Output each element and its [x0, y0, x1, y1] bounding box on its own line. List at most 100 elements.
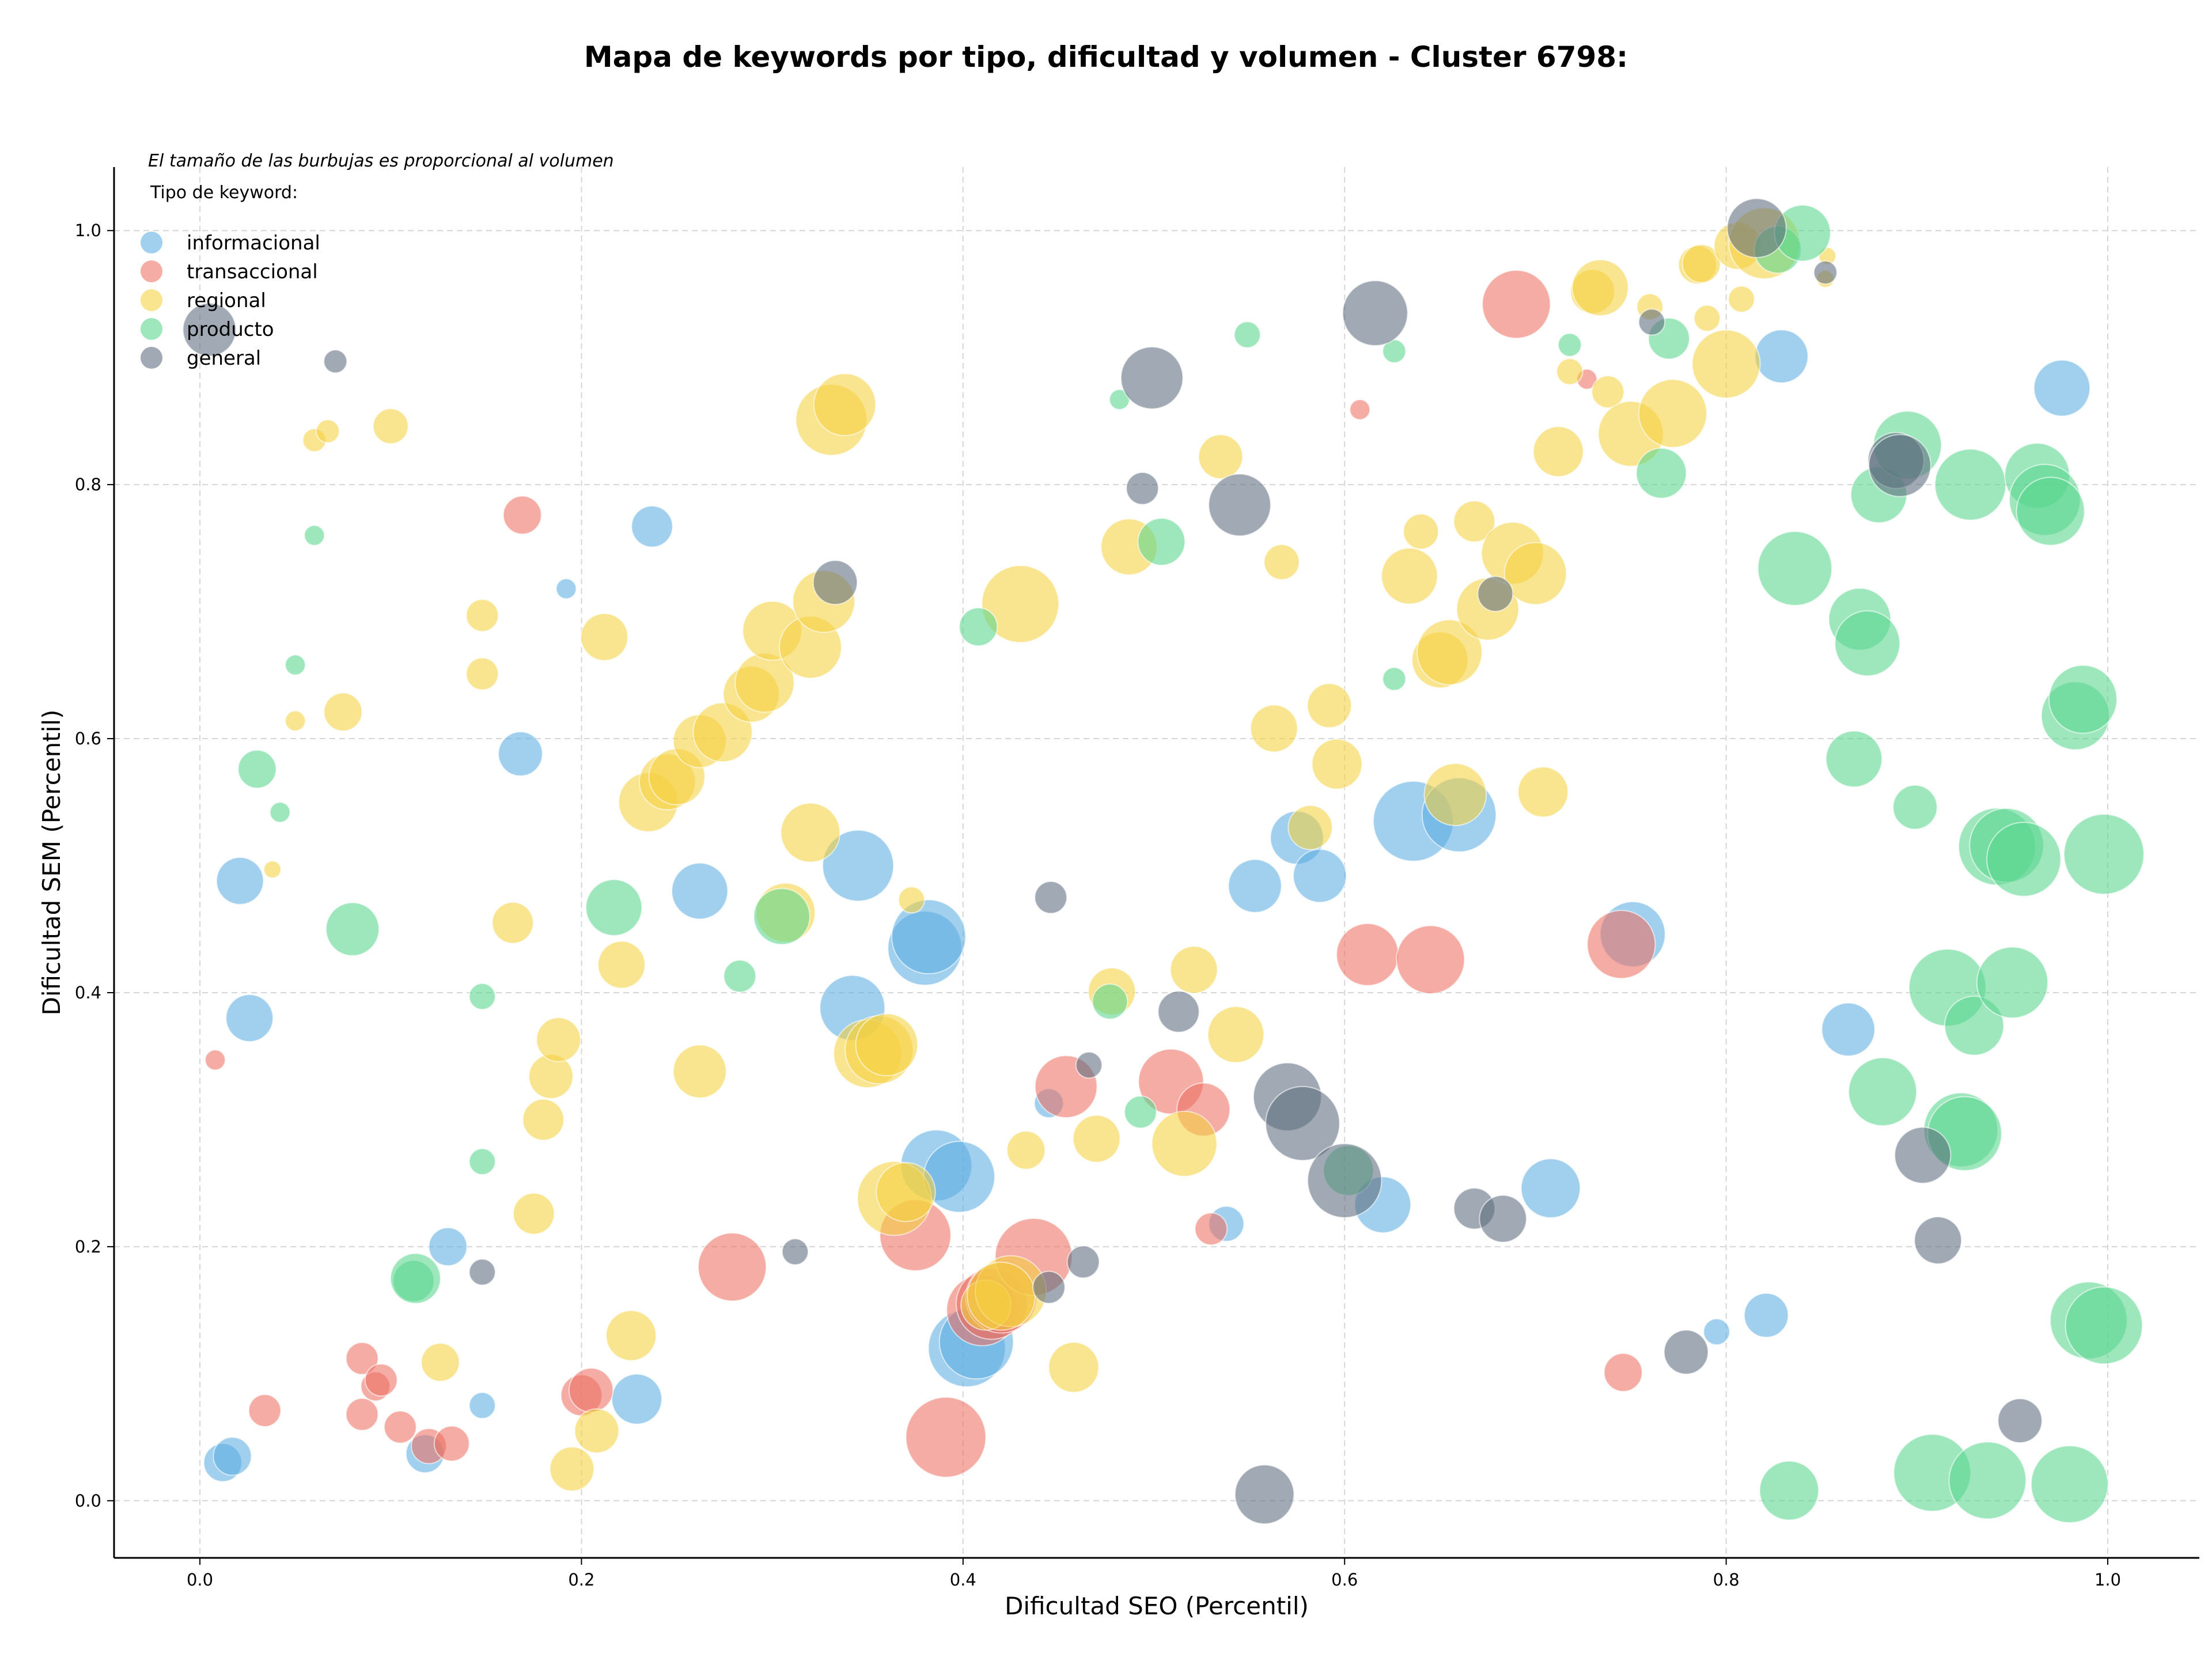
- legend-item-transaccional: transaccional: [141, 260, 318, 283]
- bubble-general: [1663, 1329, 1709, 1375]
- bubble-producto: [2030, 1445, 2109, 1523]
- bubble-informacional: [498, 731, 543, 777]
- legend-marker: [141, 260, 162, 282]
- bubble-producto: [1382, 667, 1407, 691]
- bubble-producto: [269, 801, 291, 823]
- bubble-transaccional: [1603, 1353, 1643, 1393]
- bubble-general: [1120, 346, 1184, 410]
- bubble-regional: [1638, 379, 1707, 448]
- series-general: [182, 198, 2043, 1524]
- legend-label: producto: [187, 318, 274, 341]
- axes: [113, 167, 2199, 1559]
- series-regional: [263, 207, 1836, 1492]
- bubble-regional: [1423, 763, 1487, 826]
- bubble-producto: [2016, 476, 2085, 546]
- ticks: 0.0 0.2 0.4 0.6 0.8 1.0 0.0 0.2 0.4 0.6 0.8 1.0: [75, 221, 2121, 1590]
- bubble-transaccional: [698, 1232, 767, 1302]
- bubble-producto: [1976, 946, 2049, 1019]
- bubble-regional: [1151, 1110, 1218, 1177]
- bubble-general: [1342, 280, 1408, 346]
- bubble-regional: [1306, 683, 1352, 728]
- legend-label: regional: [187, 289, 266, 312]
- series-producto: [237, 205, 2145, 1523]
- x-tick-label: 1.0: [2094, 1570, 2121, 1590]
- bubble-producto: [237, 749, 277, 789]
- bubble-regional: [1381, 547, 1438, 605]
- legend-marker: [141, 232, 162, 253]
- y-tick-label: 0.2: [75, 1237, 101, 1257]
- bubble-producto: [1757, 531, 1833, 606]
- bubble-regional: [1198, 434, 1244, 479]
- bubble-general: [1997, 1398, 2043, 1444]
- bubble-regional: [1693, 304, 1721, 332]
- bubble-general: [182, 302, 237, 357]
- y-tick-label: 0.4: [75, 983, 101, 1002]
- bubble-regional: [967, 1261, 1036, 1331]
- bubble-regional: [1169, 945, 1218, 994]
- bubble-general: [323, 349, 348, 374]
- bubble-regional: [672, 1044, 727, 1099]
- bubble-producto: [1124, 1095, 1157, 1129]
- bubble-informacional: [213, 1436, 252, 1476]
- bubble-producto: [753, 888, 810, 945]
- x-tick-label: 0.6: [1331, 1570, 1358, 1590]
- bubble-producto: [1848, 1057, 1918, 1126]
- bubble-producto: [1635, 447, 1687, 499]
- bubble-regional: [421, 1342, 460, 1382]
- bubble-informacional: [891, 899, 967, 975]
- bubble-transaccional: [383, 1410, 417, 1444]
- bubble-regional: [465, 657, 499, 691]
- bubble-transaccional: [345, 1398, 379, 1431]
- bubble-producto: [304, 524, 325, 546]
- bubble-regional: [513, 1192, 555, 1235]
- bubble-general: [1208, 473, 1271, 537]
- bubble-general: [781, 1238, 809, 1266]
- bubble-general: [1032, 1270, 1066, 1304]
- bubble-producto: [1944, 996, 2005, 1056]
- bubble-regional: [1532, 426, 1584, 478]
- bubble-producto: [2048, 664, 2118, 734]
- bubble-regional: [465, 599, 499, 633]
- bubble-transaccional: [1482, 270, 1551, 339]
- bubble-regional: [1249, 704, 1298, 753]
- bubble-informacional: [1821, 1002, 1876, 1057]
- bubble-transaccional: [1586, 910, 1656, 979]
- bubble-regional: [813, 373, 877, 437]
- size-note: El tamaño de las burbujas es proporciona…: [148, 151, 614, 171]
- bubble-general: [1477, 576, 1514, 612]
- x-tick-label: 0.4: [950, 1570, 976, 1590]
- bubble-producto: [285, 654, 306, 676]
- bubble-regional: [855, 1013, 919, 1077]
- x-tick-label: 0.8: [1713, 1570, 1740, 1590]
- bubble-producto: [1233, 321, 1261, 349]
- y-tick-label: 0.8: [75, 475, 101, 494]
- bubble-general: [812, 559, 858, 606]
- bubble-transaccional: [502, 495, 542, 535]
- bubble-regional: [597, 940, 646, 989]
- bubble-general: [1868, 434, 1931, 497]
- bubble-regional: [1048, 1341, 1100, 1393]
- bubble-regional: [372, 408, 409, 445]
- bubble-informacional: [671, 862, 729, 920]
- bubble-transaccional: [1349, 399, 1371, 421]
- bubble-informacional: [923, 1141, 995, 1213]
- bubble-regional: [1453, 500, 1496, 543]
- bubble-informacional: [1293, 849, 1347, 903]
- y-tick-label: 1.0: [75, 221, 101, 240]
- x-tick-label: 0.2: [568, 1570, 594, 1590]
- bubble-regional: [897, 886, 926, 914]
- bubble-regional: [1403, 513, 1440, 550]
- legend-item-producto: producto: [141, 318, 274, 341]
- bubble-general: [1234, 1464, 1295, 1524]
- bubble-informacional: [631, 505, 673, 548]
- bubble-informacional: [428, 1227, 468, 1266]
- bubble-producto: [2063, 814, 2145, 895]
- bubble-regional: [981, 565, 1059, 644]
- legend-title: Tipo de keyword:: [150, 183, 298, 203]
- y-axis-label: Dificultad SEM (Percentil): [37, 710, 66, 1016]
- bubble-regional: [1416, 619, 1483, 686]
- legend-item-regional: regional: [141, 289, 266, 312]
- y-tick-label: 0.6: [75, 729, 101, 748]
- x-tick-label: 0.0: [187, 1570, 213, 1590]
